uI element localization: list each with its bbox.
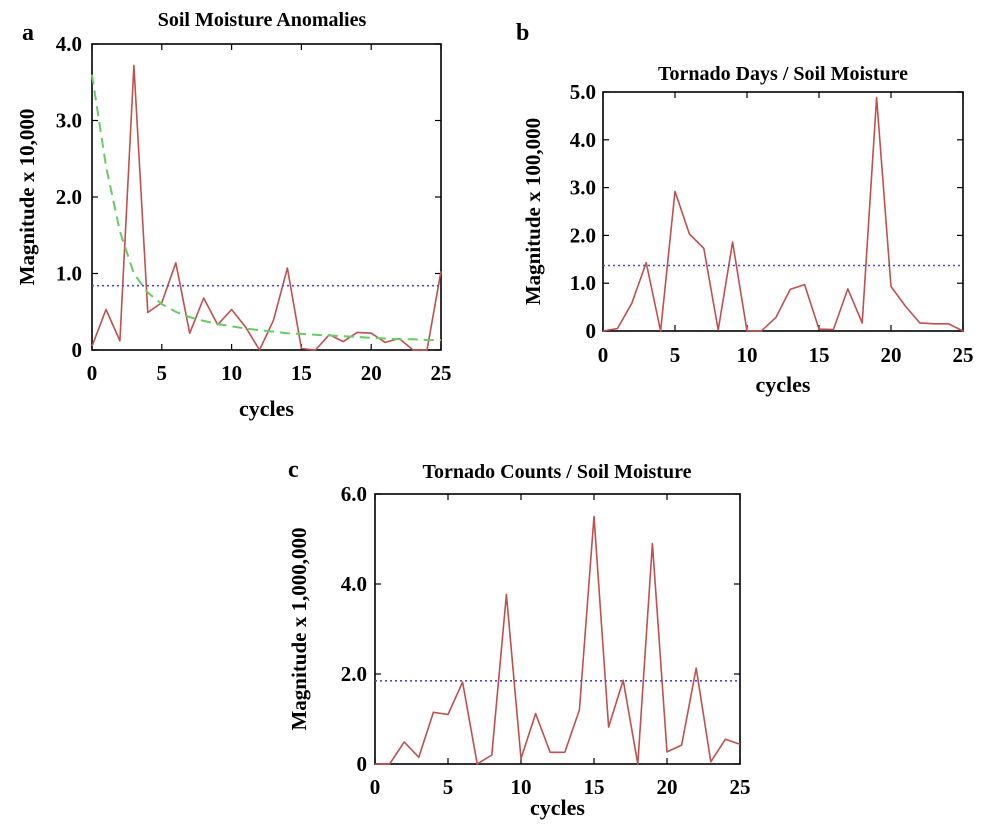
x-tick-label: 25 xyxy=(953,343,974,367)
y-tick-label: 4.0 xyxy=(570,128,596,152)
chart-panel-b: b Tornado Days / Soil Moisture cycles Magni… xyxy=(516,20,974,397)
y-tick-label: 2.0 xyxy=(56,185,82,209)
y-tick-label: 3.0 xyxy=(570,176,596,200)
chart-title: Soil Moisture Anomalies xyxy=(158,9,367,31)
plot-frame xyxy=(602,91,964,332)
x-tick-label: 20 xyxy=(361,361,382,385)
y-tick-label: 1.0 xyxy=(56,262,82,286)
plot-frame xyxy=(374,493,741,765)
y-tick-label: 5.0 xyxy=(570,80,596,104)
y-axis-label: Magnitude x 10,000 xyxy=(15,109,39,286)
x-tick-label: 5 xyxy=(443,775,454,799)
x-tick-label: 5 xyxy=(157,361,168,385)
y-tick-label: 2.0 xyxy=(341,662,367,686)
x-tick-label: 25 xyxy=(730,775,751,799)
x-axis-label: cycles xyxy=(530,795,585,820)
y-tick-label: 0 xyxy=(586,319,597,343)
y-tick-label: 3.0 xyxy=(56,109,82,133)
x-tick-label: 25 xyxy=(431,361,452,385)
y-tick-label: 4.0 xyxy=(56,32,82,56)
x-tick-label: 0 xyxy=(87,361,98,385)
x-tick-label: 20 xyxy=(657,775,678,799)
x-tick-label: 10 xyxy=(737,343,758,367)
x-axis-label: cycles xyxy=(756,372,811,397)
y-tick-label: 4.0 xyxy=(341,572,367,596)
y-tick-label: 0 xyxy=(72,338,83,362)
y-tick-label: 2.0 xyxy=(570,223,596,247)
chart-panel-a: a Soil Moisture Anomalies cycles Magnitude … xyxy=(15,9,452,421)
panel-letter: a xyxy=(22,20,34,46)
x-tick-label: 15 xyxy=(291,361,312,385)
x-tick-label: 0 xyxy=(598,343,609,367)
x-tick-label: 20 xyxy=(881,343,902,367)
panel-letter: c xyxy=(288,457,299,483)
panel-letter: b xyxy=(516,20,529,46)
x-tick-label: 15 xyxy=(584,775,605,799)
y-tick-label: 1.0 xyxy=(570,271,596,295)
series-line-data xyxy=(91,64,442,351)
x-axis-label: cycles xyxy=(239,396,294,421)
y-tick-label: 6.0 xyxy=(341,482,367,506)
y-tick-label: 0 xyxy=(357,752,368,776)
chart-title: Tornado Days / Soil Moisture xyxy=(658,63,908,85)
chart-panel-c: c Tornado Counts / Soil Moisture cycles Mag… xyxy=(287,457,751,820)
y-axis-label: Magnitude x 1,000,000 xyxy=(287,527,311,730)
x-tick-label: 5 xyxy=(670,343,681,367)
x-tick-label: 0 xyxy=(370,775,381,799)
series-line-data xyxy=(602,96,964,332)
chart-title: Tornado Counts / Soil Moisture xyxy=(423,461,692,483)
x-tick-label: 15 xyxy=(809,343,830,367)
x-tick-label: 10 xyxy=(511,775,532,799)
x-tick-label: 10 xyxy=(221,361,242,385)
series-line-fit xyxy=(91,74,441,342)
plot-frame xyxy=(91,43,442,351)
y-axis-label: Magnitude x 100,000 xyxy=(521,118,545,305)
series-line-data xyxy=(375,515,741,765)
